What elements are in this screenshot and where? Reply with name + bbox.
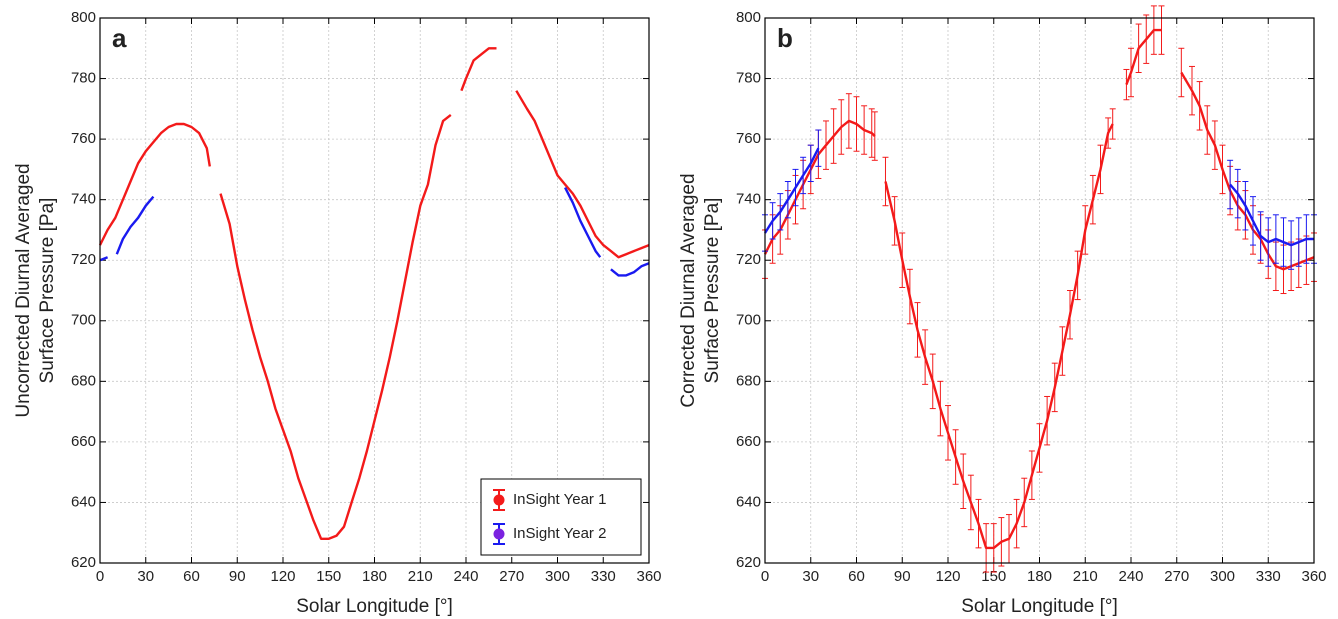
y-axis-label: Surface Pressure [Pa] <box>37 198 58 384</box>
x-tick-label: 240 <box>453 568 478 585</box>
x-tick-label: 210 <box>1073 568 1098 585</box>
x-tick-label: 180 <box>362 568 387 585</box>
x-axis-label: Solar Longitude [°] <box>961 596 1118 617</box>
y-tick-label: 640 <box>736 493 761 510</box>
data-line <box>98 47 650 540</box>
y-tick-label: 700 <box>736 312 761 329</box>
x-tick-label: 150 <box>316 568 341 585</box>
panel-label: b <box>777 23 793 53</box>
x-tick-label: 60 <box>183 568 200 585</box>
y-tick-label: 760 <box>736 130 761 147</box>
x-tick-label: 0 <box>96 568 104 585</box>
x-axis-label: Solar Longitude [°] <box>296 596 453 617</box>
legend-label: InSight Year 1 <box>513 491 606 508</box>
x-tick-label: 300 <box>1210 568 1235 585</box>
y-tick-label: 780 <box>736 70 761 87</box>
x-tick-label: 90 <box>229 568 246 585</box>
x-tick-label: 0 <box>761 568 769 585</box>
error-bar <box>1123 68 1130 101</box>
data-line <box>763 28 1315 550</box>
x-tick-label: 360 <box>1301 568 1326 585</box>
data-line <box>763 147 1314 247</box>
legend-marker <box>493 528 505 540</box>
y-tick-label: 720 <box>71 251 96 268</box>
legend-marker <box>493 494 505 506</box>
x-tick-label: 30 <box>137 568 154 585</box>
x-tick-label: 330 <box>591 568 616 585</box>
legend-label: InSight Year 2 <box>513 525 606 542</box>
y-tick-label: 780 <box>71 70 96 87</box>
x-tick-label: 270 <box>1164 568 1189 585</box>
x-tick-label: 60 <box>848 568 865 585</box>
panel: 0 30 60 90 120 150 180 210 240 270 300 330 360 620 640… <box>13 9 662 617</box>
x-tick-label: 210 <box>408 568 433 585</box>
y-tick-label: 700 <box>71 312 96 329</box>
x-tick-label: 330 <box>1256 568 1281 585</box>
y-tick-label: 740 <box>736 191 761 208</box>
y-tick-label: 620 <box>71 554 96 571</box>
x-tick-label: 240 <box>1118 568 1143 585</box>
legend-box <box>480 478 642 556</box>
error-bar <box>1109 108 1116 140</box>
x-tick-label: 300 <box>545 568 570 585</box>
plot-frame <box>764 17 1315 564</box>
panel-label: a <box>112 23 127 53</box>
y-tick-label: 680 <box>71 372 96 389</box>
error-bar <box>882 156 889 207</box>
x-tick-label: 270 <box>499 568 524 585</box>
y-tick-label: 620 <box>736 554 761 571</box>
panel: 0 30 60 90 120 150 180 210 240 270 300 330 360620640… <box>678 5 1327 617</box>
y-tick-label: 660 <box>736 433 761 450</box>
y-tick-label: 800 <box>71 9 96 26</box>
y-axis-label: Uncorrected Diurnal Averaged <box>13 163 34 417</box>
y-tick-label: 680 <box>736 372 761 389</box>
plot-frame <box>99 17 650 564</box>
y-axis-label: Corrected Diurnal Averaged <box>678 173 699 407</box>
y-tick-label: 740 <box>71 191 96 208</box>
y-tick-label: 800 <box>736 9 761 26</box>
y-tick-label: 760 <box>71 130 96 147</box>
y-tick-label: 720 <box>736 251 761 268</box>
x-tick-label: 120 <box>270 568 295 585</box>
x-tick-label: 180 <box>1027 568 1052 585</box>
x-tick-label: 30 <box>802 568 819 585</box>
x-tick-label: 360 <box>636 568 661 585</box>
x-tick-label: 120 <box>935 568 960 585</box>
y-tick-label: 660 <box>71 433 96 450</box>
y-axis-label: Surface Pressure [Pa] <box>702 198 723 384</box>
x-tick-label: 90 <box>894 568 911 585</box>
data-line <box>99 187 650 277</box>
y-tick-label: 640 <box>71 493 96 510</box>
